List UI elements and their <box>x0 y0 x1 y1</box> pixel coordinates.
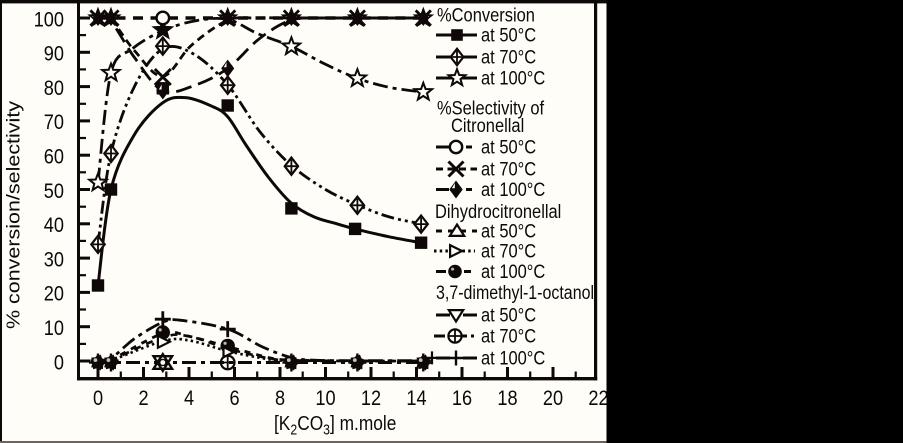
svg-text:at 50°C: at 50°C <box>481 220 536 242</box>
svg-text:2: 2 <box>138 386 148 410</box>
svg-text:16: 16 <box>452 386 472 410</box>
svg-text:0: 0 <box>93 386 103 410</box>
svg-text:at 100°C: at 100°C <box>481 67 545 89</box>
svg-text:10: 10 <box>315 386 335 410</box>
svg-text:4: 4 <box>184 386 194 410</box>
svg-text:%Conversion: %Conversion <box>437 4 535 26</box>
svg-text:at 100°C: at 100°C <box>481 179 545 201</box>
svg-text:60: 60 <box>44 145 64 169</box>
svg-text:at 70°C: at 70°C <box>481 46 536 68</box>
svg-text:%Selectivity of: %Selectivity of <box>437 97 545 119</box>
svg-text:at 70°C: at 70°C <box>481 240 536 262</box>
svg-text:at 100°C: at 100°C <box>481 347 545 369</box>
svg-text:50: 50 <box>44 179 64 203</box>
svg-text:10: 10 <box>44 317 64 341</box>
svg-text:80: 80 <box>44 77 64 101</box>
svg-text:18: 18 <box>497 386 517 410</box>
svg-text:at 100°C: at 100°C <box>481 261 545 283</box>
svg-text:20: 20 <box>44 282 64 306</box>
svg-text:12: 12 <box>361 386 381 410</box>
svg-text:90: 90 <box>44 42 64 66</box>
svg-text:at 70°C: at 70°C <box>481 325 536 347</box>
svg-text:Dihydrocitronellal: Dihydrocitronellal <box>435 201 561 223</box>
svg-text:22: 22 <box>588 386 608 410</box>
svg-text:20: 20 <box>543 386 563 410</box>
svg-text:% conversion/selectivity: % conversion/selectivity <box>4 101 24 329</box>
svg-text:8: 8 <box>275 386 285 410</box>
svg-text:at 70°C: at 70°C <box>481 158 536 180</box>
svg-text:40: 40 <box>44 214 64 238</box>
svg-text:6: 6 <box>229 386 239 410</box>
svg-text:100: 100 <box>34 8 64 32</box>
svg-text:at 50°C: at 50°C <box>481 304 536 326</box>
svg-text:30: 30 <box>44 248 64 272</box>
svg-text:14: 14 <box>406 386 426 410</box>
svg-text:3,7-dimethyl-1-octanol: 3,7-dimethyl-1-octanol <box>436 282 594 304</box>
svg-text:70: 70 <box>44 111 64 135</box>
svg-text:at 50°C: at 50°C <box>481 24 536 46</box>
svg-text:Citronellal: Citronellal <box>451 115 524 137</box>
svg-text:0: 0 <box>54 351 64 375</box>
svg-text:at 50°C: at 50°C <box>481 136 536 158</box>
